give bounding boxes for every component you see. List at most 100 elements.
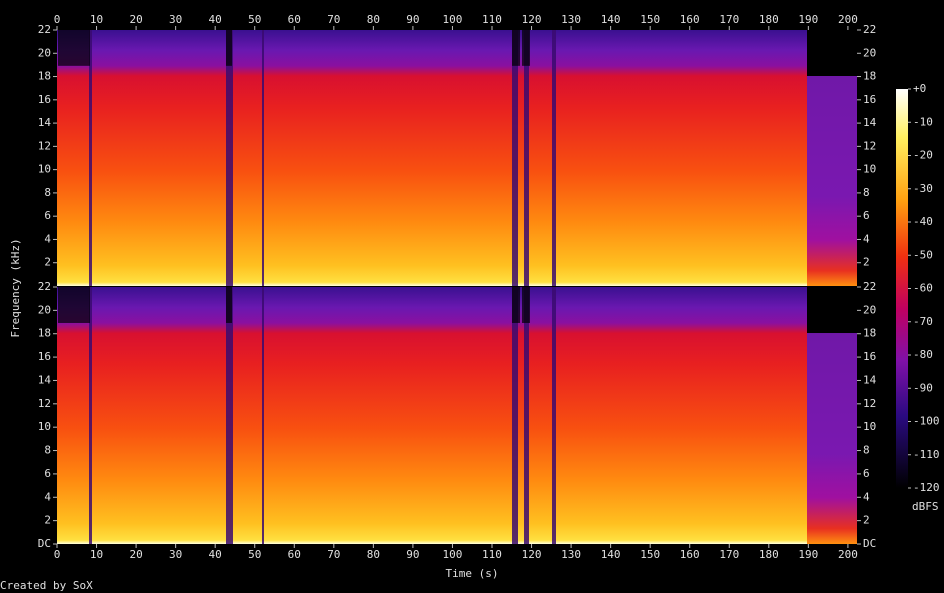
x-tick-label: 180 <box>759 548 779 561</box>
colorbar-tick-label: -100 <box>913 415 940 428</box>
colorbar-tick-label: -80 <box>913 348 933 361</box>
y-tick-label: 12 <box>38 397 51 410</box>
y-tick-label: 4 <box>44 232 51 245</box>
x-tick-label: 150 <box>640 548 660 561</box>
y-tick-label-right: 10 <box>863 420 876 433</box>
y-tick-label: 10 <box>38 163 51 176</box>
silence-band <box>522 287 530 323</box>
quiet-stripe <box>552 287 556 544</box>
x-tick-label: 140 <box>601 548 621 561</box>
y-tick-label-right: 2 <box>863 256 870 269</box>
quiet-stripe <box>552 30 556 286</box>
silence-band <box>522 30 530 66</box>
x-tick-label: 80 <box>367 548 380 561</box>
y-tick-label: 6 <box>44 467 51 480</box>
x-tick-label-top: 140 <box>601 13 621 26</box>
quiet-stripe <box>226 30 233 286</box>
y-tick-label-right: 6 <box>863 467 870 480</box>
quiet-stripe <box>89 287 92 544</box>
x-tick-label: 20 <box>129 548 142 561</box>
y-tick-label-right: DC <box>863 537 876 550</box>
silence-band <box>226 30 232 66</box>
quiet-stripe <box>524 287 529 544</box>
x-tick-label: 30 <box>169 548 182 561</box>
quiet-stripe <box>512 287 518 544</box>
y-tick-label: 12 <box>38 139 51 152</box>
x-tick-label: 100 <box>443 548 463 561</box>
spectrogram-tail <box>807 30 857 286</box>
y-tick-label: 20 <box>38 46 51 59</box>
y-tick-label-right: 10 <box>863 163 876 176</box>
colorbar-tick-label: -110 <box>913 448 940 461</box>
y-tick-label: 14 <box>38 373 52 386</box>
y-tick-label: 18 <box>38 70 51 83</box>
colorbar-tick-label: -50 <box>913 248 933 261</box>
x-tick-label: 60 <box>288 548 301 561</box>
x-tick-label: 10 <box>90 548 103 561</box>
x-tick-label-top: 110 <box>482 13 502 26</box>
x-tick-label-top: 90 <box>406 13 419 26</box>
colorbar-tick-label: -90 <box>913 381 933 394</box>
y-tick-label: 16 <box>38 350 51 363</box>
quiet-stripe <box>89 30 92 286</box>
x-tick-label-top: 150 <box>640 13 660 26</box>
y-tick-label: 4 <box>44 490 51 503</box>
y-tick-label-right: 14 <box>863 116 877 129</box>
x-tick-label: 0 <box>54 548 61 561</box>
x-tick-label-top: 70 <box>327 13 340 26</box>
x-tick-label: 190 <box>798 548 818 561</box>
colorbar-tick-label: -20 <box>913 149 933 162</box>
x-tick-label-top: 130 <box>561 13 581 26</box>
x-tick-label-top: 120 <box>522 13 542 26</box>
x-tick-label-top: 180 <box>759 13 779 26</box>
credit: Created by SoX <box>0 579 93 592</box>
y-tick-label: DC <box>38 537 51 550</box>
y-tick-label: 18 <box>38 327 51 340</box>
colorbar-label: dBFS <box>912 500 939 513</box>
spectrogram-body <box>57 30 807 286</box>
colorbar-tick-label: -70 <box>913 315 933 328</box>
y-tick-label-right: 8 <box>863 186 870 199</box>
quiet-stripe <box>262 287 264 544</box>
y-tick-label-right: 6 <box>863 209 870 222</box>
x-tick-label: 70 <box>327 548 340 561</box>
silence-band <box>512 30 520 66</box>
x-tick-label-top: 40 <box>209 13 222 26</box>
y-tick-label-right: 16 <box>863 350 876 363</box>
silence-band <box>58 287 90 323</box>
y-tick-label-right: 4 <box>863 490 870 503</box>
x-tick-label: 130 <box>561 548 581 561</box>
quiet-stripe <box>512 30 518 286</box>
y-tick-label-right: 12 <box>863 397 876 410</box>
y-tick-label-right: 4 <box>863 232 870 245</box>
x-axis-title: Time (s) <box>446 567 499 580</box>
x-tick-label: 110 <box>482 548 502 561</box>
silence-band <box>58 30 90 66</box>
x-tick-label: 120 <box>522 548 542 561</box>
quiet-stripe <box>262 30 264 286</box>
y-tick-label-right: 16 <box>863 93 876 106</box>
y-tick-label: 20 <box>38 303 51 316</box>
spectrogram-tail <box>807 287 857 544</box>
y-tick-label-right: 8 <box>863 444 870 457</box>
y-tick-label-right: 12 <box>863 139 876 152</box>
x-tick-label-top: 20 <box>129 13 142 26</box>
y-tick-label: 16 <box>38 93 51 106</box>
quiet-stripe <box>524 30 529 286</box>
colorbar-tick-label: +0 <box>913 82 926 95</box>
silence-band <box>512 287 520 323</box>
x-tick-label-top: 80 <box>367 13 380 26</box>
colorbar <box>896 89 908 488</box>
y-tick-label-right: 14 <box>863 373 877 386</box>
x-tick-label: 50 <box>248 548 261 561</box>
x-tick-label: 40 <box>209 548 222 561</box>
y-tick-label-right: 2 <box>863 514 870 527</box>
x-tick-label: 90 <box>406 548 419 561</box>
x-tick-label-top: 50 <box>248 13 261 26</box>
x-tick-label-top: 10 <box>90 13 103 26</box>
x-tick-label-top: 190 <box>798 13 818 26</box>
colorbar-tick-label: -10 <box>913 115 933 128</box>
x-tick-label-top: 100 <box>443 13 463 26</box>
y-tick-label: 6 <box>44 209 51 222</box>
y-tick-label: 10 <box>38 420 51 433</box>
